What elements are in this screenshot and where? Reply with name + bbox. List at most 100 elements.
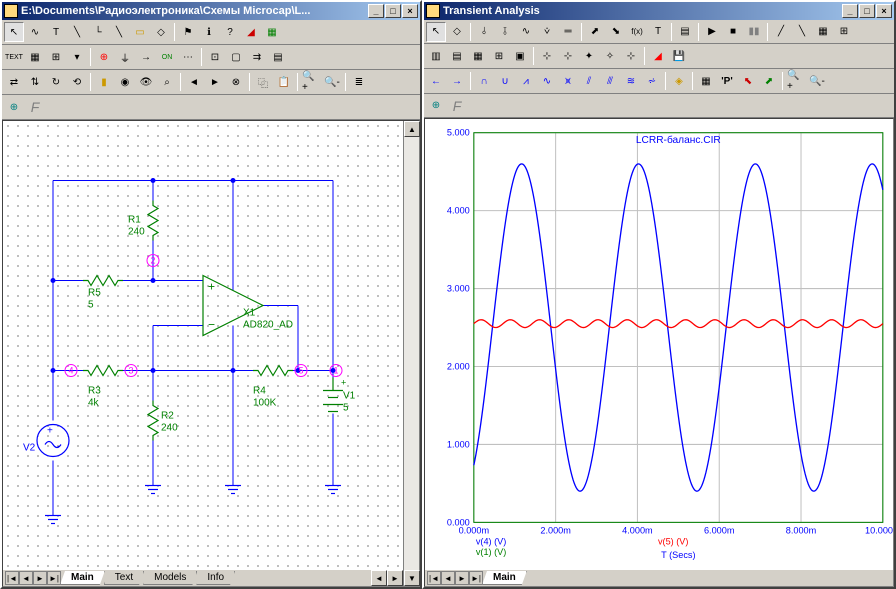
tab-text[interactable]: Text — [104, 571, 144, 585]
pin-btn[interactable]: ⊕ — [94, 47, 114, 67]
tab-first-btn[interactable]: |◄ — [5, 571, 19, 585]
run-btn[interactable]: ▶ — [702, 22, 722, 42]
cursor1-btn[interactable]: ⫰ — [474, 22, 494, 42]
line-tool[interactable]: ╲ — [67, 22, 87, 42]
stop-btn[interactable]: ■ — [723, 22, 743, 42]
page-btn[interactable]: ▤ — [268, 47, 288, 67]
wave6-btn[interactable]: ⫽ — [579, 71, 599, 91]
p-btn[interactable]: 'P' — [717, 71, 737, 91]
tag2-btn[interactable]: ⬊ — [606, 22, 626, 42]
flag-tool[interactable]: ⚑ — [178, 22, 198, 42]
tab-models[interactable]: Models — [143, 571, 197, 585]
minimize-button[interactable]: _ — [368, 4, 384, 18]
wave9-btn[interactable]: ⩫ — [642, 71, 662, 91]
wave7-btn[interactable]: ⫻ — [600, 71, 620, 91]
minimize-button[interactable]: _ — [842, 4, 858, 18]
text-btn[interactable]: TEXT — [4, 47, 24, 67]
grid2-btn[interactable]: ⊞ — [46, 47, 66, 67]
zoom-in-btn[interactable]: 🔍+ — [786, 71, 806, 91]
close-button[interactable]: × — [402, 4, 418, 18]
tab-last-btn[interactable]: ►| — [469, 571, 483, 585]
wave3-btn[interactable]: ⩘ — [516, 71, 536, 91]
diag-tool[interactable]: ╲ — [109, 22, 129, 42]
tab-next-btn[interactable]: ► — [455, 571, 469, 585]
valley-btn[interactable]: ⩒ — [537, 22, 557, 42]
hscroll-left-btn[interactable]: ◄ — [371, 570, 387, 586]
border-btn[interactable]: ▢ — [226, 47, 246, 67]
binoculars-btn[interactable]: ⌕ — [157, 72, 177, 92]
bus-tool[interactable]: └ — [88, 22, 108, 42]
tab-main[interactable]: Main — [60, 571, 105, 585]
node-btn[interactable]: ▾ — [67, 47, 87, 67]
line2-btn[interactable]: ╲ — [792, 22, 812, 42]
mirror-btn[interactable]: ⟲ — [67, 72, 87, 92]
zoom-in-btn[interactable]: 🔍+ — [301, 72, 321, 92]
grid3-btn[interactable]: ⊡ — [205, 47, 225, 67]
grid-btn[interactable]: ▦ — [813, 22, 833, 42]
3d2-btn[interactable]: ⬈ — [759, 71, 779, 91]
zoom-out-btn[interactable]: 🔍- — [322, 72, 342, 92]
grid2-btn[interactable]: ⊞ — [834, 22, 854, 42]
grid-btn[interactable]: ▦ — [25, 47, 45, 67]
arrow-btn[interactable]: → — [136, 47, 156, 67]
source-btn[interactable]: ◉ — [115, 72, 135, 92]
bars1-btn[interactable]: ▥ — [426, 46, 446, 66]
copy-btn[interactable]: ⿻ — [253, 72, 273, 92]
wave4-btn[interactable]: ∿ — [537, 71, 557, 91]
text-tool[interactable]: T — [648, 22, 668, 42]
pause-btn[interactable]: ▮▮ — [744, 22, 764, 42]
wave2-btn[interactable]: ∪ — [495, 71, 515, 91]
vscroll-down-btn[interactable]: ▼ — [404, 570, 420, 586]
text-tool[interactable]: T — [46, 22, 66, 42]
paste-tool[interactable]: ▦ — [262, 22, 282, 42]
envelope-btn[interactable]: ◈ — [669, 71, 689, 91]
save-btn[interactable]: 💾 — [669, 46, 689, 66]
wave8-btn[interactable]: ≋ — [621, 71, 641, 91]
select-tool[interactable]: ↖ — [426, 22, 446, 42]
horiz-btn[interactable]: ═ — [558, 22, 578, 42]
tab-main[interactable]: Main — [482, 571, 527, 585]
bars3-btn[interactable]: ▦ — [468, 46, 488, 66]
globe-btn[interactable]: ⊕ — [426, 96, 446, 116]
fwd-btn[interactable]: ► — [205, 72, 225, 92]
go-right-btn[interactable]: → — [447, 71, 467, 91]
schematic-canvas[interactable]: + − + + — [3, 121, 403, 570]
props-btn[interactable]: ▤ — [675, 22, 695, 42]
vscroll-up-btn[interactable]: ▲ — [404, 121, 420, 137]
globe-btn[interactable]: ⊕ — [4, 97, 24, 117]
wave5-btn[interactable]: ⩙ — [558, 71, 578, 91]
bars4-btn[interactable]: ⊞ — [489, 46, 509, 66]
marker2-btn[interactable]: ⊹ — [558, 46, 578, 66]
scale-tool[interactable]: ◇ — [447, 22, 467, 42]
flip-v-btn[interactable]: ⇅ — [25, 72, 45, 92]
find-btn[interactable]: 👁 — [136, 72, 156, 92]
marker1-btn[interactable]: ⊹ — [537, 46, 557, 66]
marker4-btn[interactable]: ✧ — [600, 46, 620, 66]
maximize-button[interactable]: □ — [385, 4, 401, 18]
table-btn[interactable]: ▦ — [696, 71, 716, 91]
graphics-tool[interactable]: ◇ — [151, 22, 171, 42]
tab-first-btn[interactable]: |◄ — [427, 571, 441, 585]
bars5-btn[interactable]: ▣ — [510, 46, 530, 66]
info-tool[interactable]: ℹ — [199, 22, 219, 42]
run-btn[interactable]: ⇉ — [247, 47, 267, 67]
3d1-btn[interactable]: ⬉ — [738, 71, 758, 91]
tab-info[interactable]: Info — [196, 571, 235, 585]
fn-btn[interactable]: f(x) — [627, 22, 647, 42]
maximize-button[interactable]: □ — [859, 4, 875, 18]
bars2-btn[interactable]: ▤ — [447, 46, 467, 66]
wave1-btn[interactable]: ∩ — [474, 71, 494, 91]
layers-btn[interactable]: ≣ — [349, 72, 369, 92]
tab-next-btn[interactable]: ► — [33, 571, 47, 585]
marker3-btn[interactable]: ✦ — [579, 46, 599, 66]
zoom-out-btn[interactable]: 🔍- — [807, 71, 827, 91]
stop-btn[interactable]: ⊗ — [226, 72, 246, 92]
flip-h-btn[interactable]: ⇄ — [4, 72, 24, 92]
font-btn[interactable]: F — [447, 96, 467, 116]
vscroll-left[interactable]: ▲ ▼ — [403, 121, 419, 586]
font-btn[interactable]: F — [25, 97, 45, 117]
battery-btn[interactable]: ▮ — [94, 72, 114, 92]
go-left-btn[interactable]: ← — [426, 71, 446, 91]
cursor2-btn[interactable]: ⫱ — [495, 22, 515, 42]
ground-btn[interactable]: ⏚ — [115, 47, 135, 67]
